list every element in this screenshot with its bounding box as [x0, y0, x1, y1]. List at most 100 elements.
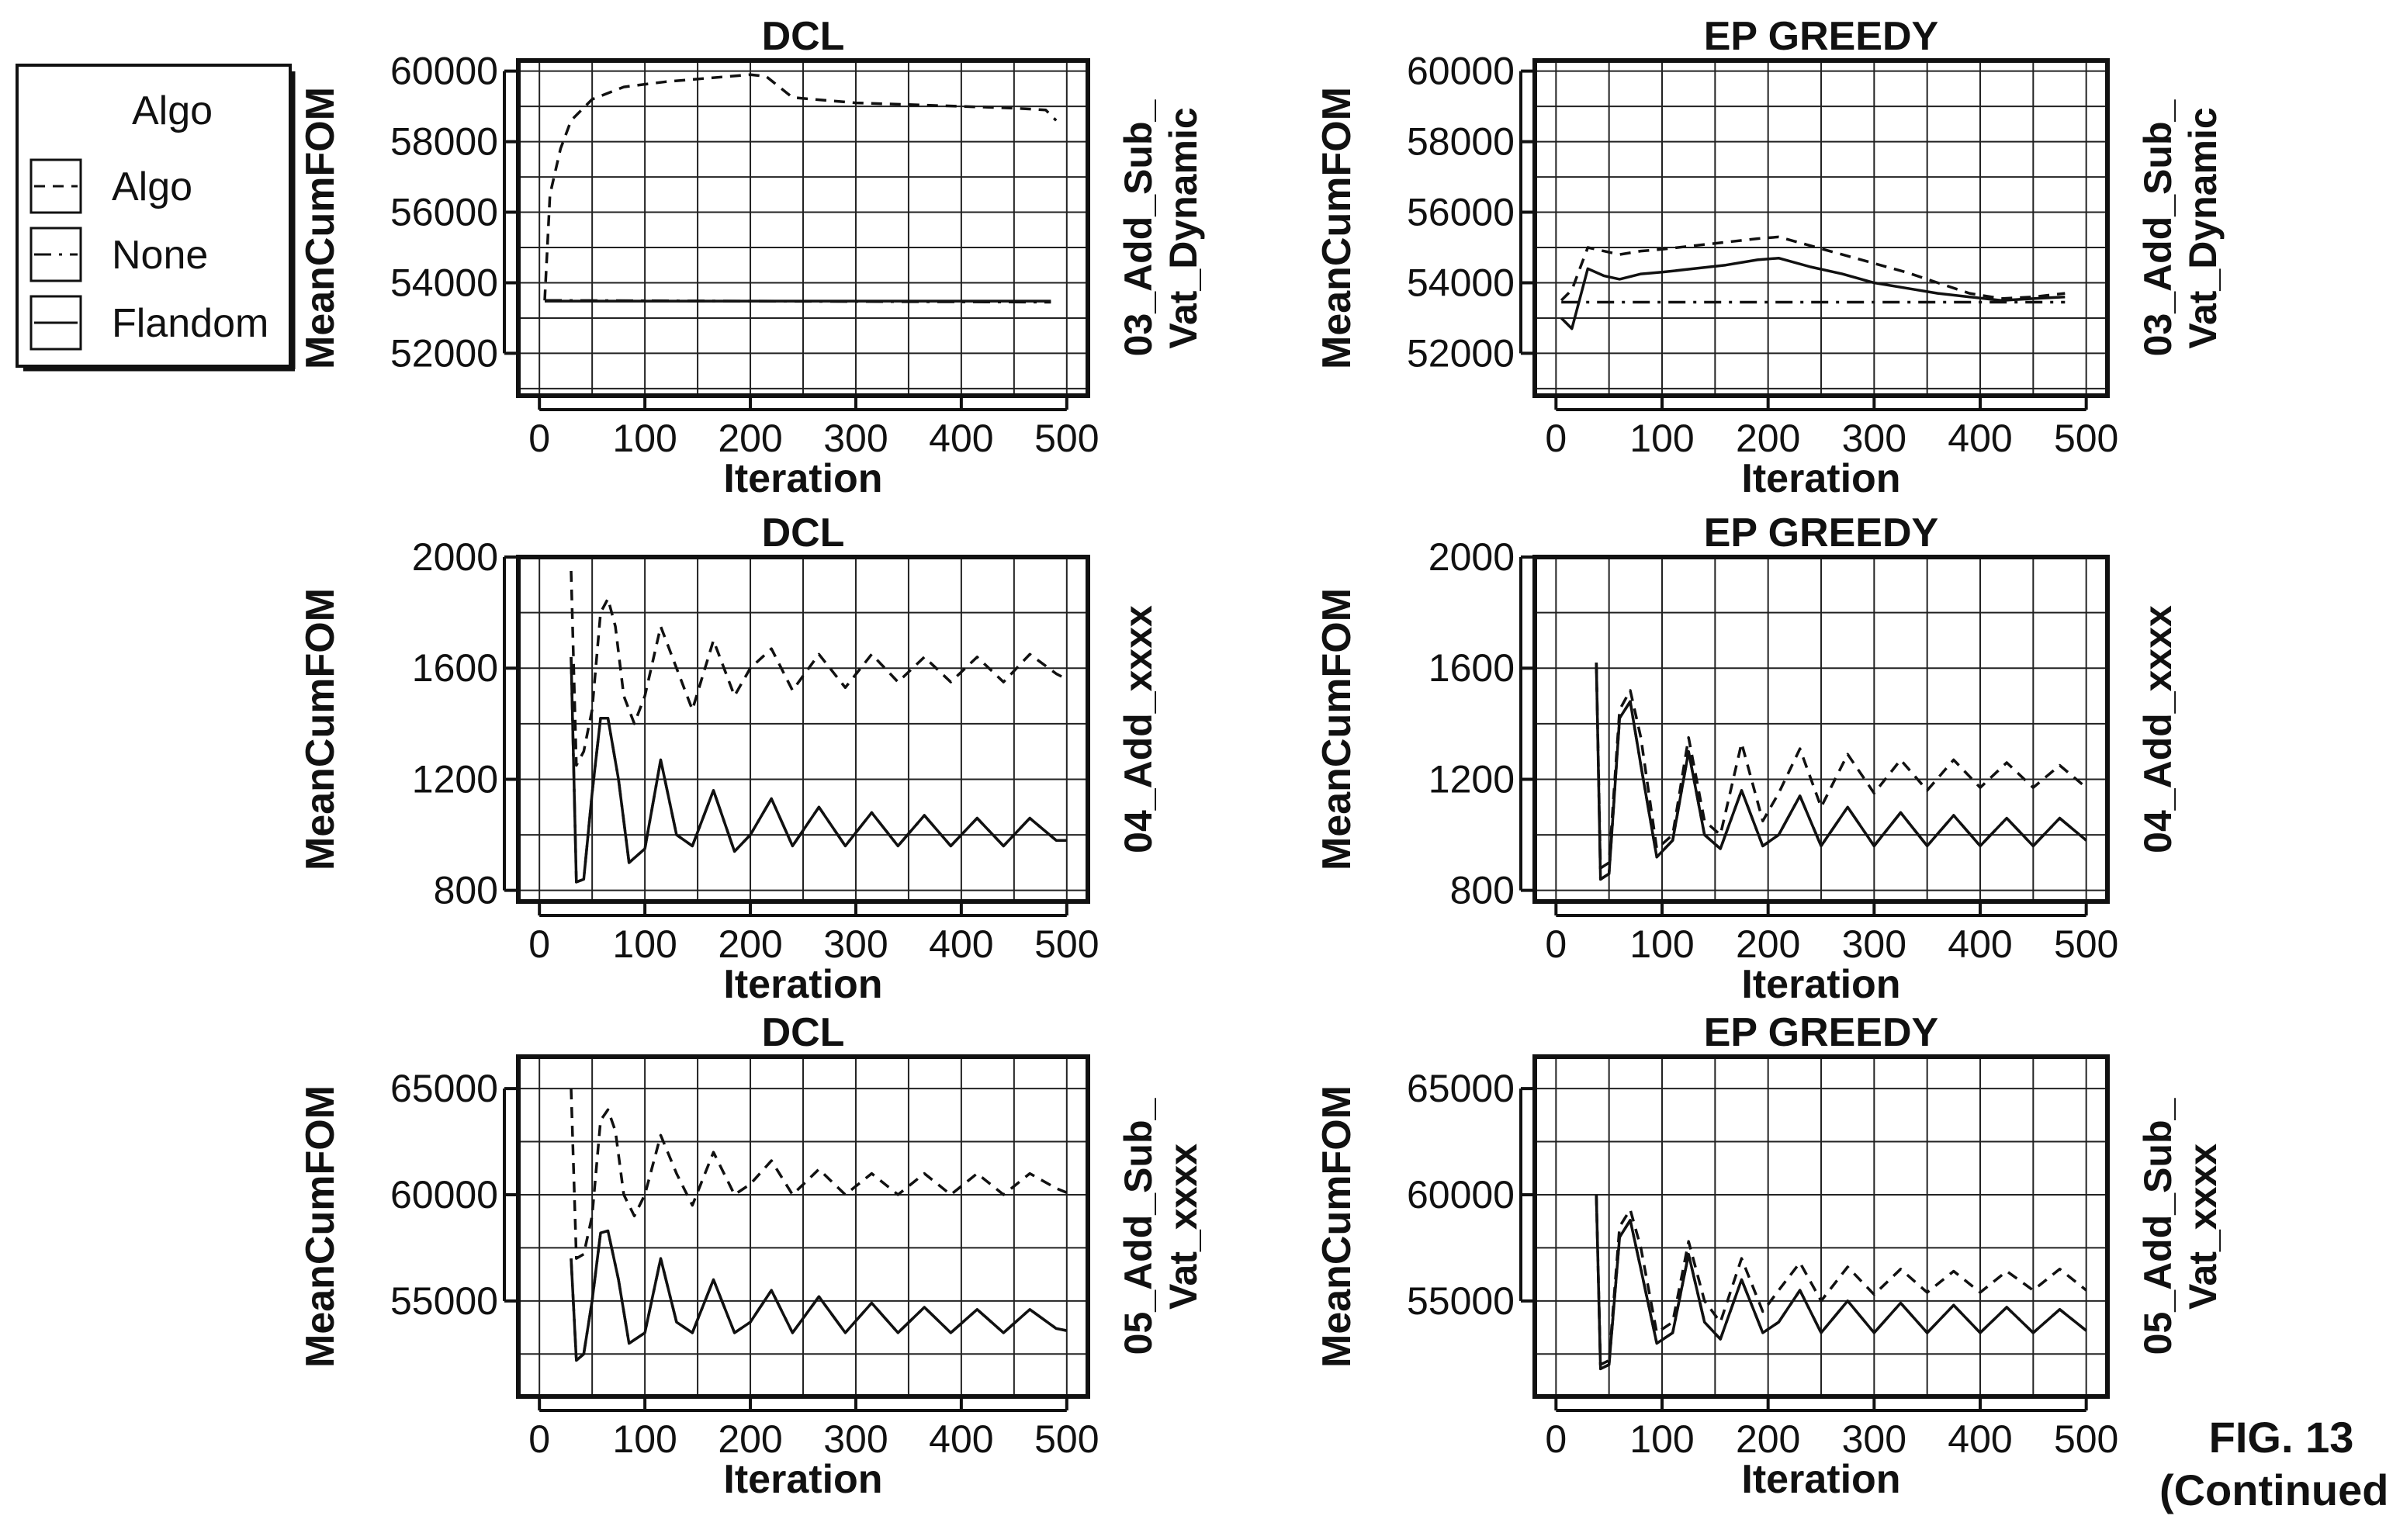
series-line-algo: [543, 73, 1058, 301]
x-tick-label: 100: [1629, 922, 1694, 966]
y-tick-label: 65000: [1407, 1067, 1515, 1110]
series-line-flandom: [1595, 1194, 2087, 1371]
panel-title: EP GREEDY: [1704, 510, 1938, 555]
figure-label-line1: FIG. 13: [2209, 1413, 2354, 1462]
x-tick-label: 500: [2054, 1417, 2118, 1461]
strip-label: Vat_Dynamic: [2181, 107, 2225, 348]
x-tick-label: 300: [1842, 1417, 1906, 1461]
y-tick-label: 1600: [1428, 646, 1515, 690]
panel-title: EP GREEDY: [1704, 14, 1938, 59]
x-tick-label: 500: [1034, 417, 1099, 460]
series-line-none: [1595, 1194, 2087, 1371]
y-axis-label: MeanCumFOM: [1314, 1085, 1359, 1368]
gridlines: [1535, 1057, 2107, 1396]
series-line-algo: [1560, 235, 2066, 302]
series-line-flandom: [1560, 256, 2066, 330]
figure-label-line2: (Continued): [2159, 1466, 2386, 1514]
y-axis-label: MeanCumFOM: [1314, 87, 1359, 369]
x-axis-label: Iteration: [1741, 1457, 1900, 1502]
chart-panel: 0 100 200 300 400 500 52000 54000 56000 58000 6000…: [298, 14, 1205, 501]
x-tick-label: 300: [1842, 922, 1906, 966]
strip-label: Vat_xxxx: [1162, 1144, 1205, 1310]
panel-title: DCL: [762, 14, 845, 59]
x-tick-label: 500: [2054, 922, 2118, 966]
y-tick-label: 52000: [1407, 331, 1515, 375]
series-line-algo: [570, 1088, 1068, 1260]
gridlines: [518, 1057, 1088, 1396]
plot-frame: [516, 58, 1090, 398]
series-line-algo: [1595, 663, 2087, 870]
panel-title: DCL: [762, 1010, 845, 1055]
x-tick-label: 0: [1545, 1417, 1567, 1461]
y-tick-label: 54000: [390, 261, 498, 304]
x-tick-label: 400: [1948, 417, 2012, 460]
y-tick-label: 56000: [1407, 191, 1515, 234]
x-tick-label: 500: [1034, 1417, 1099, 1461]
y-tick-label: 60000: [1407, 50, 1515, 93]
x-tick-label: 400: [1948, 922, 2012, 966]
x-tick-label: 200: [1736, 1417, 1800, 1461]
x-tick-label: 200: [1736, 922, 1800, 966]
x-tick-label: 200: [1736, 417, 1800, 460]
y-tick-label: 1200: [412, 757, 498, 801]
chart-panel: 0 100 200 300 400 500 800 1200 1600 2000 EP GREEDY…: [1314, 510, 2180, 1007]
series-line-flandom: [570, 656, 1067, 884]
y-tick-label: 58000: [390, 120, 498, 164]
x-axis-label: Iteration: [1741, 456, 1900, 501]
y-axis-label: MeanCumFOM: [298, 588, 343, 870]
x-tick-label: 200: [718, 922, 782, 966]
x-tick-label: 200: [718, 417, 782, 460]
y-tick-label: 800: [434, 869, 498, 912]
chart-panel: 0 100 200 300 400 500 52000 54000 56000 58000 6000…: [1314, 14, 2225, 501]
gridlines: [1535, 557, 2107, 902]
plot-frame: [516, 555, 1090, 904]
x-tick-label: 300: [823, 417, 888, 460]
x-tick-label: 400: [929, 922, 993, 966]
x-tick-label: 300: [1842, 417, 1906, 460]
panel-title: DCL: [762, 510, 845, 555]
x-tick-label: 400: [1948, 1417, 2012, 1461]
series-line-algo: [1595, 1194, 2087, 1366]
gridlines: [1535, 61, 2107, 396]
legend-title: Algo: [132, 88, 213, 133]
x-tick-label: 300: [823, 1417, 888, 1461]
y-tick-label: 60000: [390, 1173, 498, 1216]
x-tick-label: 100: [612, 1417, 677, 1461]
y-axis-label: MeanCumFOM: [298, 87, 343, 369]
x-axis-label: Iteration: [723, 456, 882, 501]
y-tick-label: 58000: [1407, 120, 1515, 164]
x-tick-label: 400: [929, 417, 993, 460]
x-tick-label: 400: [929, 1417, 993, 1461]
strip-label: Vat_Dynamic: [1162, 107, 1205, 348]
y-tick-label: 52000: [390, 331, 498, 375]
y-tick-label: 55000: [390, 1279, 498, 1323]
strip-label: 05_Add_Sub_: [2136, 1097, 2180, 1355]
strip-label: 03_Add_Sub_: [2136, 99, 2180, 356]
x-tick-label: 100: [1629, 1417, 1694, 1461]
y-tick-label: 800: [1450, 869, 1515, 912]
x-axis-label: Iteration: [1741, 962, 1900, 1007]
x-axis-label: Iteration: [723, 1457, 882, 1502]
chart-panels: 0 100 200 300 400 500 52000 54000 56000 58000 6000…: [298, 14, 2225, 1502]
legend-entry-label: Algo: [112, 164, 192, 209]
y-axis-label: MeanCumFOM: [298, 1085, 343, 1368]
x-tick-label: 0: [528, 1417, 550, 1461]
chart-panel: 0 100 200 300 400 500 55000 60000 65000 EP GREEDY…: [1314, 1010, 2225, 1502]
x-tick-label: 100: [612, 417, 677, 460]
x-axis-label: Iteration: [723, 962, 882, 1007]
strip-label: 04_Add_xxxx: [2136, 605, 2180, 853]
y-tick-label: 54000: [1407, 261, 1515, 304]
chart-panel: 0 100 200 300 400 500 800 1200 1600 2000 DCL Iterat…: [298, 510, 1160, 1007]
x-tick-label: 100: [612, 922, 677, 966]
x-tick-label: 100: [1629, 417, 1694, 460]
strip-label: 05_Add_Sub_: [1117, 1097, 1160, 1355]
x-tick-label: 300: [823, 922, 888, 966]
y-tick-label: 55000: [1407, 1279, 1515, 1323]
plot-frame: [1532, 1054, 2110, 1399]
series-line-algo: [570, 570, 1068, 767]
legend-entry-label: Flandom: [112, 301, 268, 346]
series-line-flandom: [570, 1229, 1068, 1362]
y-tick-label: 65000: [390, 1067, 498, 1110]
x-tick-label: 0: [1545, 922, 1567, 966]
